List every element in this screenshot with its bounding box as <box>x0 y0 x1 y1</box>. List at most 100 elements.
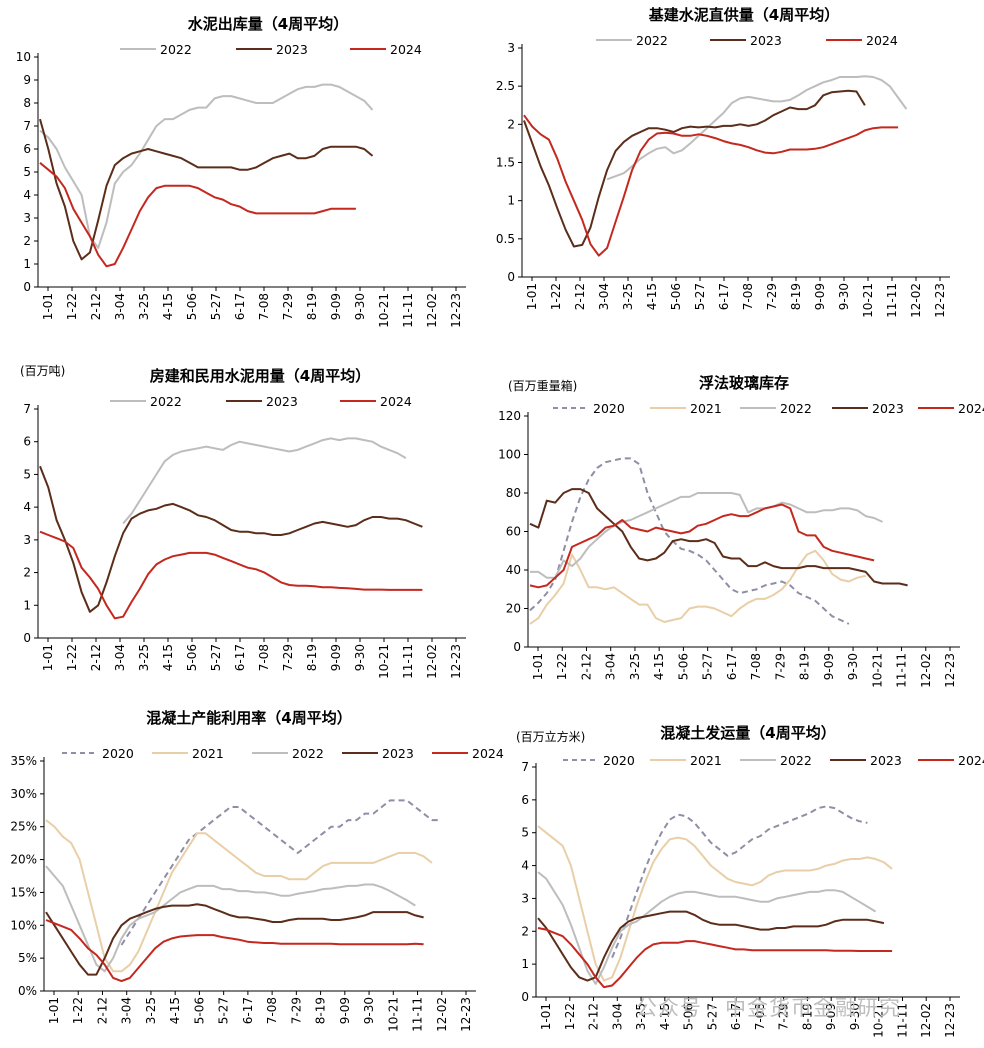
y-tick-label: 4 <box>23 188 31 202</box>
unit-label: (百万吨) <box>20 364 65 378</box>
x-tick-label: 1-01 <box>531 653 545 680</box>
series-line-2022 <box>122 437 407 525</box>
series-line-2023 <box>537 910 885 982</box>
series-line-2023 <box>39 465 423 613</box>
y-tick-label: 40 <box>506 563 521 577</box>
legend-label-2024: 2024 <box>390 42 422 57</box>
legend-label-2021: 2021 <box>690 753 722 768</box>
legend-label-2021: 2021 <box>192 746 224 761</box>
x-tick-label: 12-02 <box>909 283 923 318</box>
series-line-2024 <box>529 503 875 589</box>
x-tick-label: 8-19 <box>798 653 812 680</box>
x-tick-label: 1-22 <box>71 997 85 1024</box>
x-tick-label: 3-25 <box>137 293 151 320</box>
x-tick-label: 3-04 <box>597 283 611 310</box>
x-tick-label: 10-21 <box>377 293 391 328</box>
series-line-2022 <box>39 83 374 249</box>
y-tick-label: 6 <box>521 793 529 807</box>
x-tick-label: 9-09 <box>329 644 343 671</box>
x-tick-label: 7-29 <box>773 653 787 680</box>
y-tick-label: 9 <box>23 73 31 87</box>
y-tick-label: 1 <box>23 598 31 612</box>
x-tick-label: 5-06 <box>185 644 199 671</box>
legend-label-2022: 2022 <box>150 394 182 409</box>
x-tick-label: 9-30 <box>353 293 367 320</box>
series-line-2021 <box>529 549 866 625</box>
y-tick-label: 100 <box>498 448 521 462</box>
y-tick-label: 7 <box>23 119 31 133</box>
y-tick-label: 6 <box>23 435 31 449</box>
x-tick-label: 11-11 <box>895 1003 909 1038</box>
x-tick-label: 3-04 <box>610 1003 624 1030</box>
chart-1: 水泥出库量（4周平均） 0 1 2 3 4 5 6 7 8 9 10 1-01 1-22 2-12 3-04 3… <box>16 15 466 328</box>
x-tick-label: 1-01 <box>539 1003 553 1030</box>
x-tick-label: 7-29 <box>289 997 303 1024</box>
y-tick-label: 0 <box>23 631 31 645</box>
x-tick-label: 7-29 <box>281 293 295 320</box>
y-tick-label: 0.5 <box>496 232 515 246</box>
y-tick-label: 0% <box>18 984 37 998</box>
x-tick-label: 4-15 <box>161 644 175 671</box>
chart-6: 混凝土发运量（4周平均） (百万立方米) 0 1 2 3 4 5 6 7 1-01 1-22 2-12 3… <box>516 724 984 1038</box>
x-tick-label: 8-19 <box>305 293 319 320</box>
x-tick-label: 11-11 <box>895 653 909 688</box>
y-tick-label: 15% <box>10 885 37 899</box>
x-tick-label: 5-27 <box>217 997 231 1024</box>
x-tick-label: 12-23 <box>449 293 463 328</box>
x-tick-label: 6-17 <box>729 1003 743 1030</box>
y-tick-label: 120 <box>498 409 521 423</box>
x-tick-label: 12-23 <box>459 997 473 1032</box>
x-tick-label: 4-15 <box>658 1003 672 1030</box>
series-line-2020 <box>611 805 868 958</box>
x-tick-label: 7-29 <box>777 1003 791 1030</box>
x-tick-label: 2-12 <box>573 283 587 310</box>
x-tick-label: 3-04 <box>113 293 127 320</box>
x-tick-label: 2-12 <box>95 997 109 1024</box>
legend-label-2024: 2024 <box>380 394 412 409</box>
y-tick-label: 80 <box>506 486 521 500</box>
x-tick-label: 2-12 <box>587 1003 601 1030</box>
x-tick-label: 3-04 <box>120 997 134 1024</box>
legend-label-2022: 2022 <box>780 401 812 416</box>
x-tick-label: 1-01 <box>525 283 539 310</box>
legend-label-2020: 2020 <box>102 746 134 761</box>
legend-label-2021: 2021 <box>690 401 722 416</box>
x-tick-label: 12-02 <box>919 1003 933 1038</box>
x-tick-label: 1-22 <box>563 1003 577 1030</box>
x-tick-label: 12-23 <box>933 283 947 318</box>
x-tick-label: 7-08 <box>753 1003 767 1030</box>
watermark: 公众号 · 中金货币金融研究 <box>636 996 902 1020</box>
x-tick-label: 10-21 <box>872 1003 886 1038</box>
legend-label-2020: 2020 <box>603 753 635 768</box>
x-tick-label: 3-25 <box>144 997 158 1024</box>
x-tick-label: 8-19 <box>305 644 319 671</box>
x-tick-label: 12-02 <box>425 293 439 328</box>
series-line-2023 <box>45 903 424 976</box>
x-tick-label: 1-01 <box>41 293 55 320</box>
y-tick-label: 1 <box>521 957 529 971</box>
y-tick-label: 4 <box>23 500 31 514</box>
y-tick-label: 5 <box>23 467 31 481</box>
x-tick-label: 8-19 <box>800 1003 814 1030</box>
x-tick-label: 6-17 <box>241 997 255 1024</box>
x-tick-label: 6-17 <box>717 283 731 310</box>
chart-title: 浮法玻璃库存 <box>699 374 789 392</box>
series-line-2023 <box>39 118 374 261</box>
chart-title: 混凝土发运量（4周平均） <box>660 724 835 742</box>
x-tick-label: 7-08 <box>749 653 763 680</box>
unit-label: (百万重量箱) <box>508 378 577 393</box>
legend-label-2024: 2024 <box>866 33 898 48</box>
x-tick-label: 8-19 <box>314 997 328 1024</box>
y-tick-label: 10% <box>10 918 37 932</box>
x-tick-label: 11-11 <box>401 293 415 328</box>
x-tick-label: 7-08 <box>257 293 271 320</box>
x-tick-label: 12-23 <box>943 653 957 688</box>
x-tick-label: 3-25 <box>621 283 635 310</box>
series-line-2021 <box>45 819 433 973</box>
chart-5: 混凝土产能利用率（4周平均） 0% 5% 10% 15% 20% 25% 30% 35% 1-01… <box>10 709 504 1032</box>
x-tick-label: 12-23 <box>943 1003 957 1038</box>
series-line-2023 <box>529 488 908 587</box>
chart-title: 混凝土产能利用率（4周平均） <box>146 709 351 727</box>
y-tick-label: 60 <box>506 525 521 539</box>
x-tick-label: 9-09 <box>813 283 827 310</box>
